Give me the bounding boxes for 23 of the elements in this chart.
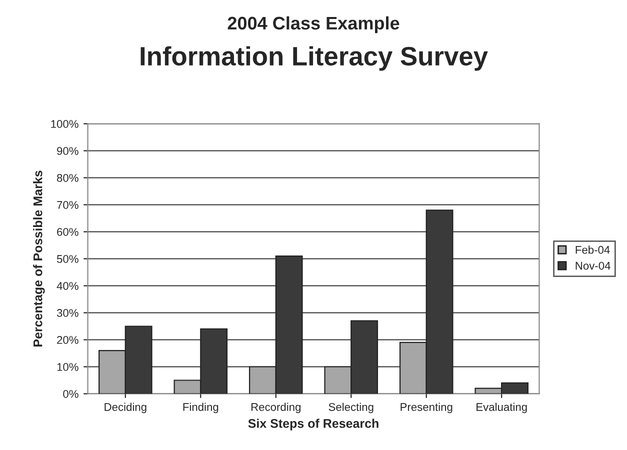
x-tick-label: Selecting — [328, 402, 374, 414]
y-tick-label: 80% — [56, 174, 78, 182]
y-tick-label: 90% — [57, 147, 78, 155]
y-tick-label: 50% — [56, 255, 78, 263]
y-tick-label: 70% — [57, 201, 78, 209]
y-tick-label: 30% — [56, 309, 78, 317]
x-tick-label: Evaluating — [476, 402, 527, 414]
y-tick-label: 0% — [63, 390, 78, 398]
y-tick-label: 10% — [57, 363, 78, 371]
y-tick-label: 40% — [56, 282, 78, 290]
y-tick-label: 100% — [51, 120, 78, 128]
x-tick-label: Finding — [183, 402, 218, 414]
x-tick-label: Presenting — [400, 402, 452, 414]
x-axis-title: Six Steps of Research — [248, 418, 378, 430]
chart-subtitle: Information Literacy Survey — [140, 46, 488, 71]
legend-label: Feb-04 — [576, 246, 610, 254]
x-tick-label: Deciding — [104, 402, 146, 414]
y-tick-label: 60% — [57, 228, 78, 236]
y-axis-title: Percentage of Possible Marks — [33, 170, 45, 346]
x-tick-label: Recording — [251, 402, 300, 414]
y-tick-label: 20% — [57, 336, 78, 344]
legend-label: Nov-04 — [576, 262, 610, 270]
chart-title: 2004 Class Example — [228, 16, 400, 34]
